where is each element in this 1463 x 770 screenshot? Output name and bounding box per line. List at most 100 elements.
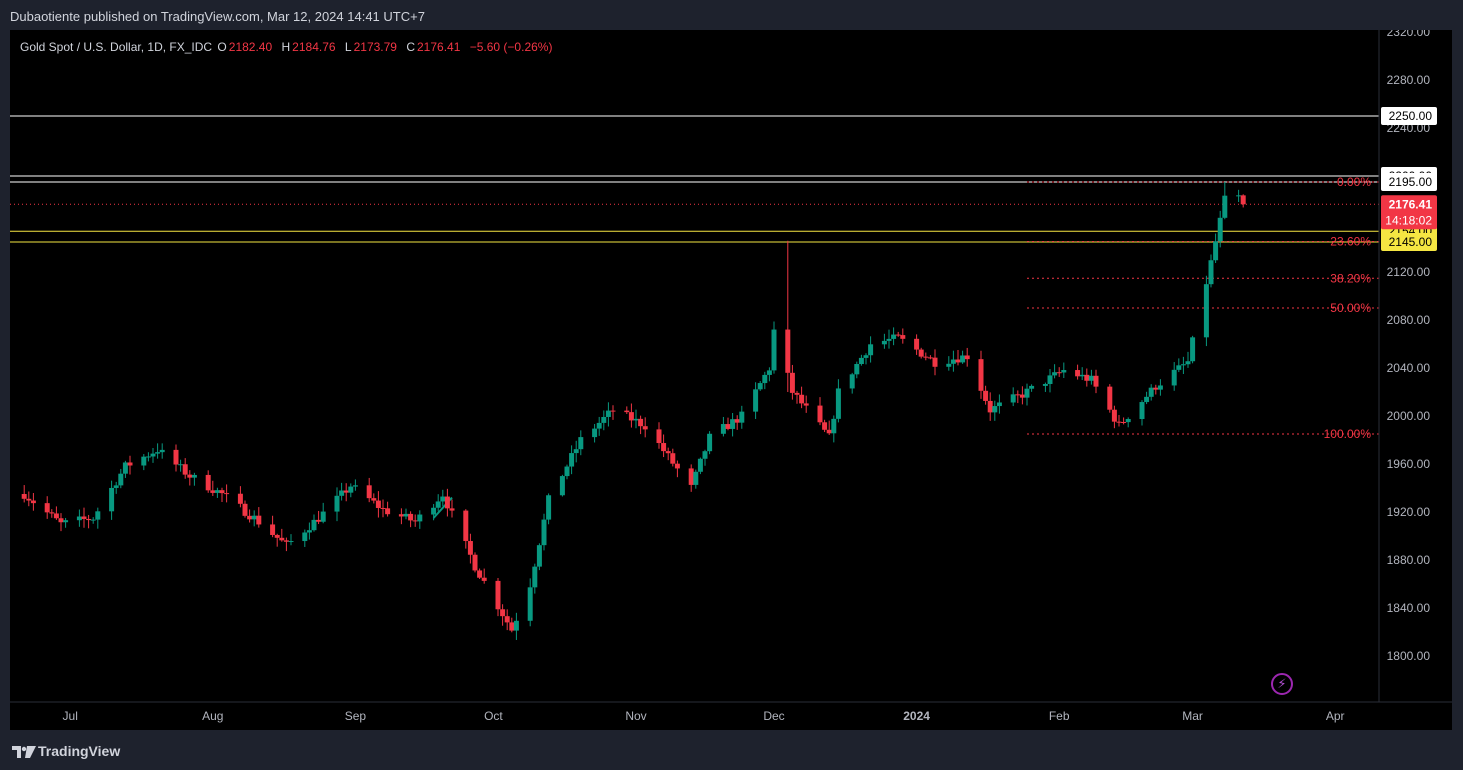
candle-body — [1088, 375, 1094, 381]
candle — [178, 459, 184, 472]
candle-body — [1157, 385, 1163, 390]
candle-body — [642, 426, 648, 430]
candle — [697, 457, 703, 475]
candle — [224, 484, 230, 503]
candle-body — [159, 449, 165, 453]
candle — [90, 517, 96, 524]
candle — [371, 493, 377, 504]
candle — [762, 371, 768, 390]
candle — [1125, 417, 1131, 428]
candle-body — [661, 443, 667, 452]
candle-body — [1153, 387, 1159, 390]
candle-body — [546, 495, 552, 520]
candle — [886, 329, 892, 349]
candle-body — [697, 458, 703, 472]
candle — [375, 491, 381, 518]
candle-body — [932, 357, 938, 367]
candle-body — [210, 490, 216, 493]
candle — [605, 402, 611, 427]
candle-body — [536, 545, 542, 567]
candle-body — [279, 537, 285, 541]
fib-level-label: 38.20% — [1330, 271, 1371, 285]
candle — [895, 331, 901, 337]
candle-body — [946, 363, 952, 367]
candle — [214, 487, 220, 498]
x-tick-label: Feb — [1049, 709, 1070, 723]
candle-body — [992, 406, 998, 413]
candle-body — [596, 422, 602, 429]
candle — [408, 511, 414, 528]
candle-body — [274, 534, 280, 538]
candle — [187, 470, 193, 486]
candle — [785, 240, 791, 392]
x-tick-label: Nov — [625, 709, 646, 723]
low-label: L — [344, 40, 352, 54]
candle — [918, 347, 924, 359]
candle-body — [113, 485, 119, 488]
candle — [283, 537, 289, 552]
candle — [789, 364, 795, 400]
candle — [449, 499, 455, 518]
candle-body — [247, 515, 253, 520]
candle — [546, 493, 552, 525]
lightning-bolt-icon[interactable]: ⚡ — [1271, 673, 1293, 695]
tradingview-logo-icon[interactable] — [12, 744, 36, 760]
candle — [978, 350, 984, 399]
candle-body — [408, 513, 414, 521]
chart-pane[interactable]: 0.00% 23.60% 38.20% 50.00% 100.00% 2320.00 22… — [10, 30, 1452, 730]
candle — [891, 327, 897, 346]
candle — [444, 488, 450, 517]
candle — [481, 568, 487, 584]
candle-body — [343, 490, 349, 493]
candle-body — [187, 474, 193, 478]
candle — [573, 440, 579, 463]
y-tick-label: 1800.00 — [1387, 649, 1431, 663]
candle-body — [95, 511, 101, 520]
candles — [21, 182, 1246, 640]
candle — [1111, 405, 1117, 429]
y-tick-label: 2280.00 — [1387, 73, 1431, 87]
candle — [881, 333, 887, 349]
candle-body — [49, 512, 55, 514]
candle-body — [219, 490, 225, 494]
candle — [688, 464, 694, 492]
candle — [753, 382, 759, 419]
candle — [950, 350, 956, 372]
candle — [127, 455, 133, 475]
candle-body — [987, 400, 993, 413]
y-tick-label: 2120.00 — [1387, 265, 1431, 279]
candle — [822, 419, 828, 433]
x-tick-label: Dec — [763, 709, 784, 723]
candle-body — [817, 405, 823, 423]
candle — [1029, 384, 1035, 392]
candle-body — [270, 524, 276, 535]
close-value: 2176.41 — [417, 40, 461, 54]
candle — [145, 452, 151, 462]
candle-body — [854, 364, 860, 375]
candle — [601, 410, 607, 431]
candle — [49, 509, 55, 518]
candle-body — [918, 349, 924, 357]
candle-body — [1056, 372, 1062, 374]
candle-body — [435, 501, 441, 508]
x-tick-label: 2024 — [903, 709, 930, 723]
candle — [610, 405, 616, 420]
candle — [26, 491, 32, 507]
candle-body — [1084, 374, 1090, 381]
candle-body — [352, 485, 358, 487]
last-price-value: 2176.41 — [1389, 197, 1433, 211]
candle-body — [449, 508, 455, 511]
candle-body — [412, 520, 418, 522]
candle-body — [702, 451, 708, 459]
candle-body — [1240, 195, 1246, 205]
candle — [311, 514, 317, 532]
candle-body — [624, 410, 630, 413]
brand-name[interactable]: TradingView — [38, 743, 121, 759]
candle-body — [472, 554, 478, 571]
footer: TradingView — [0, 734, 1463, 770]
candle-body — [1185, 361, 1191, 365]
candle-body — [256, 515, 262, 525]
candle — [398, 508, 404, 525]
candlestick-chart[interactable]: 0.00% 23.60% 38.20% 50.00% 100.00% 2320.00 22… — [10, 30, 1452, 730]
candle-body — [1176, 365, 1182, 370]
